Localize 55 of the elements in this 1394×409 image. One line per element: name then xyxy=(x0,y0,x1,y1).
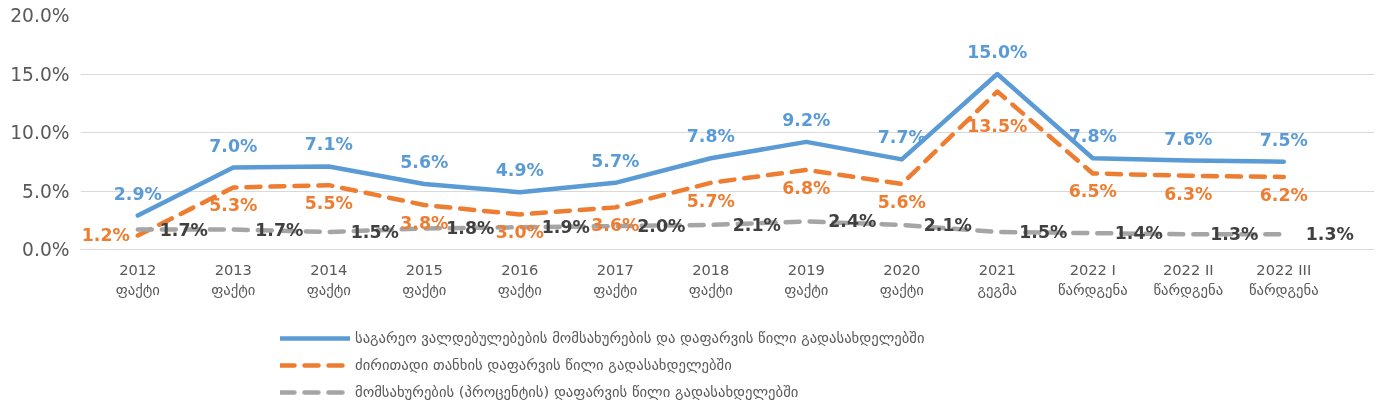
x-tick-label: 2021 გეგმა xyxy=(977,260,1018,298)
data-label: 1.4% xyxy=(1114,223,1163,244)
data-label: 4.9% xyxy=(495,160,544,181)
legend-label: მომსახურების (პროცენტის) დაფარვის წილი გადასახდელებში xyxy=(355,383,799,400)
data-label: 1.3% xyxy=(1210,224,1259,245)
y-tick-label: 0.0% xyxy=(22,239,70,260)
x-tick-label: 2015 ფაქტი xyxy=(402,260,447,298)
data-label: 6.5% xyxy=(1068,181,1117,202)
data-label: 5.7% xyxy=(591,150,640,171)
data-label: 1.2% xyxy=(81,225,130,246)
x-tick-label: 2014 ფაქტი xyxy=(306,260,351,298)
x-tick-label: 2019 ფაქტი xyxy=(784,260,829,298)
data-label: 7.6% xyxy=(1164,128,1213,149)
x-tick-label: 2012 ფაქტი xyxy=(115,260,160,298)
data-label: 6.3% xyxy=(1164,183,1213,204)
data-label: 5.3% xyxy=(209,195,258,216)
x-tick-label: 2022 II წარდგენა xyxy=(1153,260,1224,298)
data-label: 7.5% xyxy=(1259,129,1308,150)
data-label: 5.6% xyxy=(877,191,926,212)
data-label: 5.6% xyxy=(400,151,449,172)
data-label: 2.1% xyxy=(732,214,781,235)
data-label: 2.1% xyxy=(923,214,972,235)
x-tick-label: 2016 ფაქტი xyxy=(497,260,542,298)
data-label: 7.1% xyxy=(304,134,353,155)
x-tick-label: 2020 ფაქტი xyxy=(879,260,924,298)
data-label: 2.0% xyxy=(637,216,686,237)
legend-label: საგარეო ვალდებულებების მომსახურების და დაფარვის წილი გადასახდელებში xyxy=(355,329,925,346)
data-label: 6.8% xyxy=(782,177,831,198)
data-label: 13.5% xyxy=(967,115,1028,136)
data-label: 5.5% xyxy=(304,193,353,214)
y-tick-label: 10.0% xyxy=(10,122,70,143)
data-label: 15.0% xyxy=(967,42,1028,62)
data-label: 1.3% xyxy=(1305,224,1354,245)
data-label: 1.7% xyxy=(159,219,208,240)
data-label: 5.7% xyxy=(686,190,735,211)
data-label: 9.2% xyxy=(782,109,831,130)
x-tick-label: 2013 ფაქტი xyxy=(211,260,256,298)
data-label: 1.5% xyxy=(350,221,399,242)
data-label: 2.9% xyxy=(113,183,162,204)
y-tick-label: 15.0% xyxy=(10,63,70,85)
data-label: 7.8% xyxy=(686,126,735,147)
data-label: 1.5% xyxy=(1019,221,1068,242)
data-label: 7.8% xyxy=(1068,126,1117,147)
x-tick-label: 2018 ფაქტი xyxy=(688,260,733,298)
legend-label: ძირითადი თანხის დაფარვის წილი გადასახდელებში xyxy=(355,356,732,373)
x-tick-label: 2022 III წარდგენა xyxy=(1248,260,1319,298)
y-tick-label: 20.0% xyxy=(10,5,70,26)
data-label: 3.8% xyxy=(400,213,449,234)
data-label: 2.4% xyxy=(828,211,877,232)
y-tick-label: 5.0% xyxy=(22,180,70,202)
data-label: 7.0% xyxy=(209,135,258,156)
x-tick-label: 2022 I წარდგენა xyxy=(1057,260,1128,298)
data-label: 1.7% xyxy=(255,219,304,240)
data-label: 6.2% xyxy=(1259,184,1308,205)
x-tick-label: 2017 ფაქტი xyxy=(593,260,638,298)
